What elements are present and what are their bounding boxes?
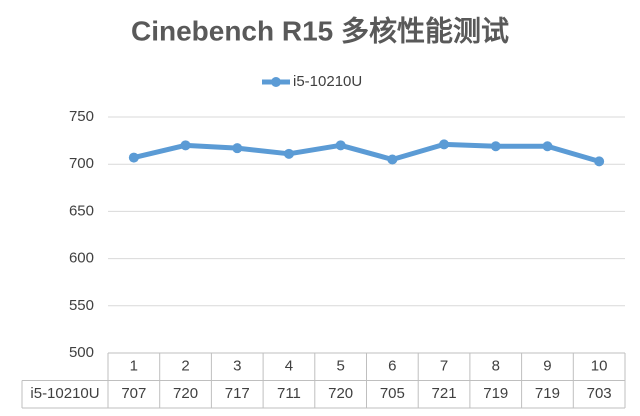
- table-value: 721: [432, 385, 457, 402]
- table-value: 719: [483, 385, 508, 402]
- x-tick-label: 5: [336, 358, 344, 375]
- point: [387, 154, 398, 165]
- x-tick-label: 7: [440, 358, 448, 375]
- x-tick-label: 2: [181, 358, 189, 375]
- point: [439, 139, 450, 150]
- table-value: 703: [587, 385, 612, 402]
- table-row-label: i5-10210U: [30, 385, 99, 402]
- point: [490, 141, 501, 152]
- table-value: 720: [173, 385, 198, 402]
- table-value: 717: [225, 385, 250, 402]
- legend-marker: [271, 77, 281, 87]
- x-tick-label: 1: [130, 358, 138, 375]
- x-tick-label: 10: [591, 358, 608, 375]
- x-tick-label: 4: [285, 358, 293, 375]
- point: [232, 143, 243, 154]
- point: [542, 141, 553, 152]
- point: [335, 140, 346, 151]
- legend-label: i5-10210U: [293, 73, 362, 90]
- point: [180, 140, 191, 151]
- x-tick-label: 9: [543, 358, 551, 375]
- point: [128, 152, 139, 163]
- y-tick-label: 600: [69, 250, 94, 267]
- y-tick-label: 700: [69, 155, 94, 172]
- table-value: 720: [328, 385, 353, 402]
- y-tick-label: 500: [69, 344, 94, 361]
- x-tick-label: 6: [388, 358, 396, 375]
- y-tick-label: 650: [69, 202, 94, 219]
- table-value: 711: [277, 385, 301, 402]
- point: [594, 156, 605, 167]
- y-tick-label: 750: [69, 108, 94, 125]
- table-value: 707: [121, 385, 146, 402]
- table-value: 719: [535, 385, 560, 402]
- x-tick-label: 3: [233, 358, 241, 375]
- y-tick-label: 550: [69, 297, 94, 314]
- table-value: 705: [380, 385, 405, 402]
- point: [283, 148, 294, 159]
- chart-title: Cinebench R15 多核性能测试: [131, 15, 509, 46]
- series-line: [133, 141, 600, 164]
- x-tick-label: 8: [492, 358, 500, 375]
